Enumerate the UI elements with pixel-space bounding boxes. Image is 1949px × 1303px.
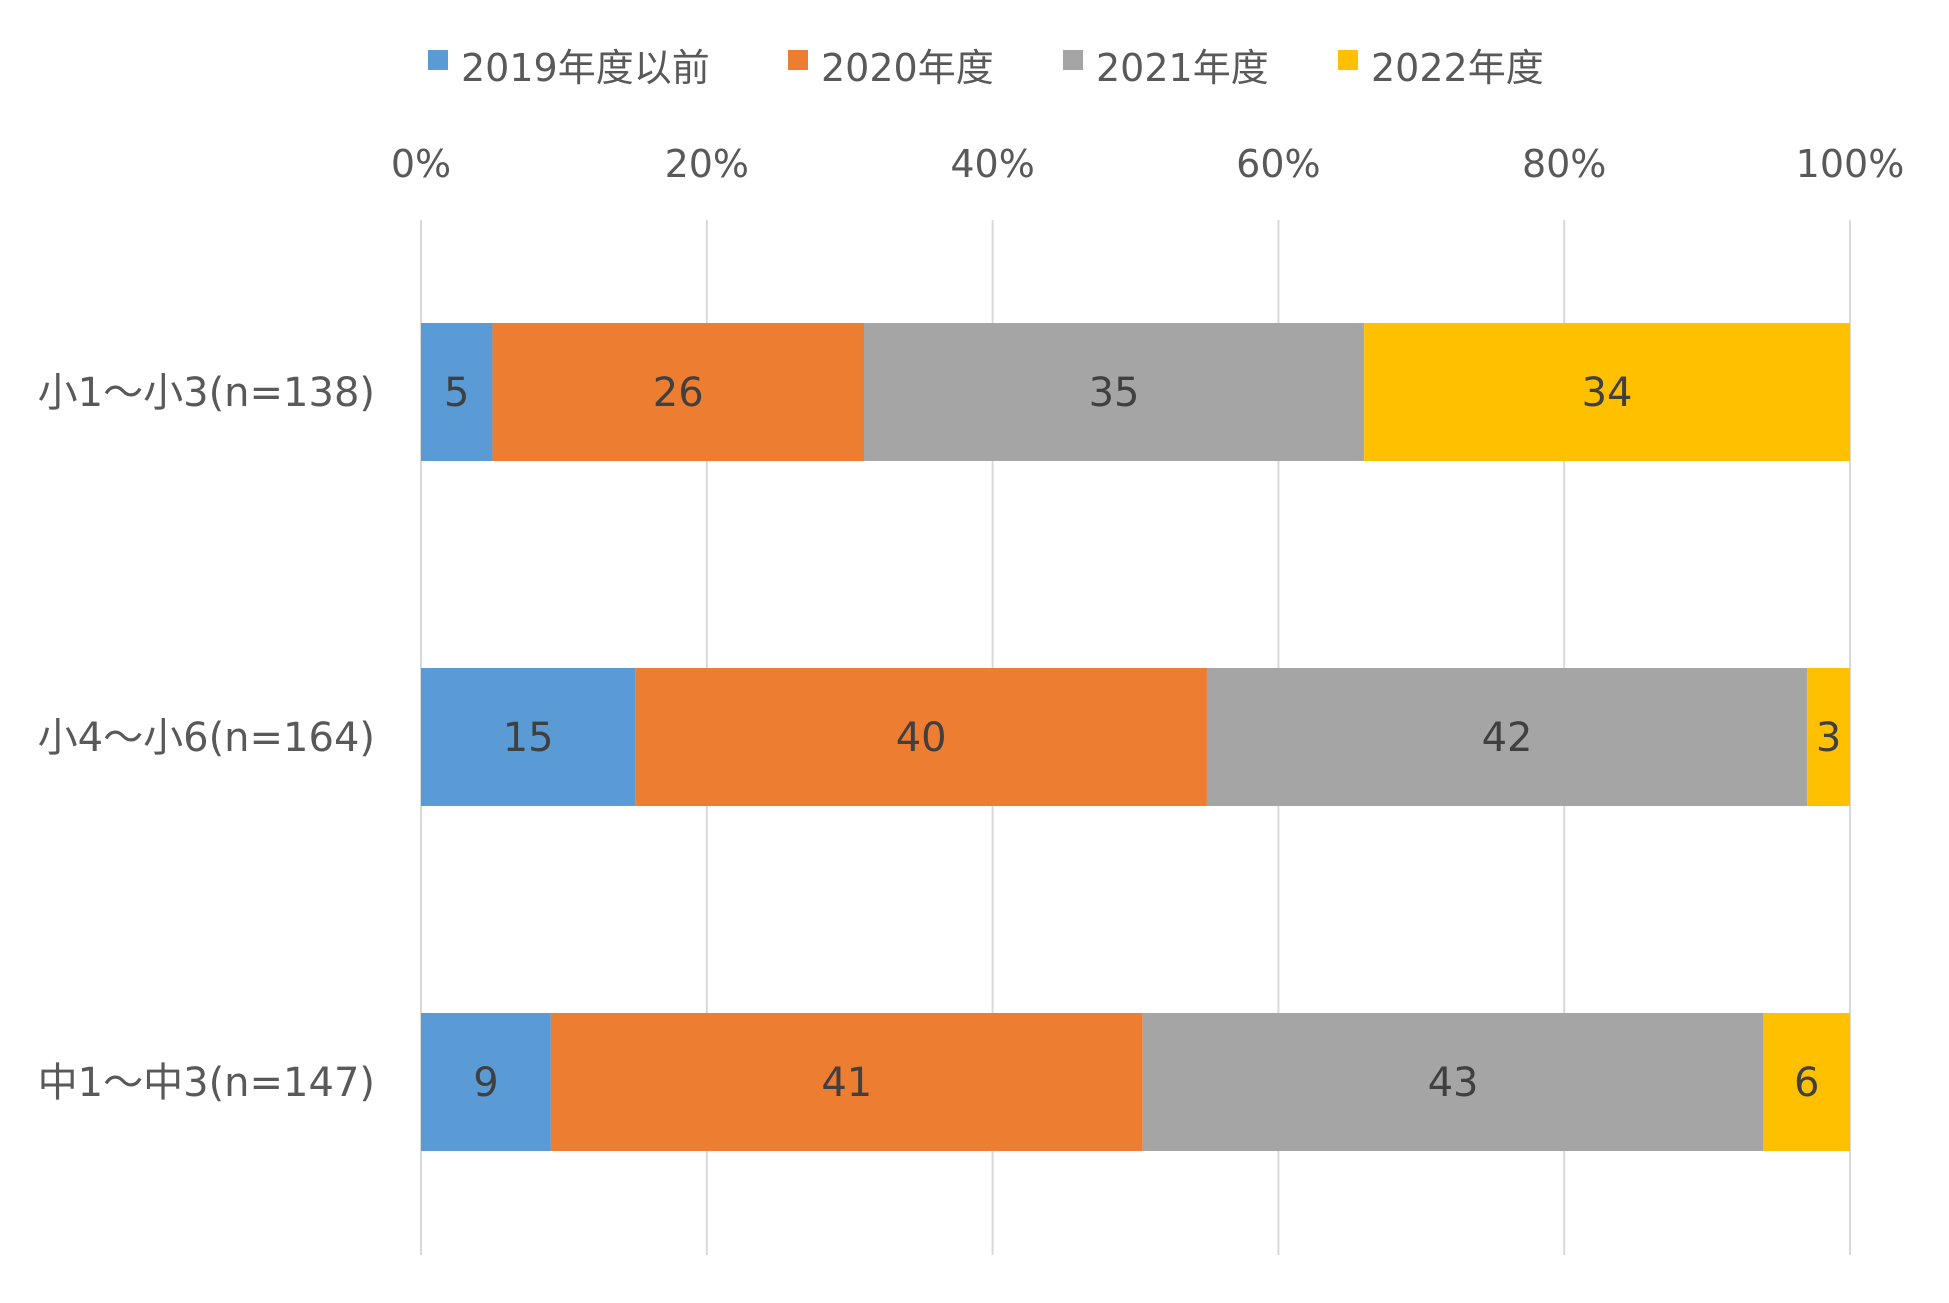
legend-label: 2020年度 xyxy=(821,46,994,90)
bar-segment xyxy=(1364,323,1850,461)
category-label: 小1～小3(n=138) xyxy=(38,370,375,416)
bar-row: 15 40 42 3 xyxy=(421,668,1850,806)
x-tick-label: 80% xyxy=(1522,142,1606,186)
category-label: 小4～小6(n=164) xyxy=(38,715,375,761)
bar-segment xyxy=(1142,1013,1764,1151)
bar-segment xyxy=(550,1013,1143,1151)
data-label: 5 xyxy=(444,370,469,416)
x-tick-label: 20% xyxy=(665,142,749,186)
x-axis-ticks: 0% 20% 40% 60% 80% 100% xyxy=(391,142,1904,186)
data-label: 3 xyxy=(1816,715,1841,761)
legend-item: 2022年度 xyxy=(1338,46,1544,90)
legend-swatch xyxy=(1063,50,1083,70)
bar-segment xyxy=(421,323,493,461)
bar-segment xyxy=(1763,1013,1850,1151)
bar-segment xyxy=(1206,668,1808,806)
bar-segment xyxy=(635,668,1207,806)
data-label: 40 xyxy=(896,715,947,761)
data-label: 15 xyxy=(503,715,554,761)
bar-segment xyxy=(421,668,636,806)
data-label: 43 xyxy=(1428,1060,1479,1106)
data-label: 26 xyxy=(653,370,704,416)
legend-item: 2020年度 xyxy=(788,46,994,90)
x-tick-label: 40% xyxy=(950,142,1034,186)
legend-swatch xyxy=(428,50,448,70)
category-labels: 小1～小3(n=138) 小4～小6(n=164) 中1～中3(n=147) xyxy=(38,370,375,1106)
legend-swatch xyxy=(788,50,808,70)
bar-segment xyxy=(421,1013,551,1151)
x-tick-label: 60% xyxy=(1236,142,1320,186)
x-tick-label: 100% xyxy=(1796,142,1905,186)
bar-row: 9 41 43 6 xyxy=(421,1013,1850,1151)
category-label: 中1～中3(n=147) xyxy=(38,1060,375,1106)
legend-item: 2019年度以前 xyxy=(428,46,710,90)
bar-segment xyxy=(863,323,1365,461)
legend-item: 2021年度 xyxy=(1063,46,1269,90)
bar-segment xyxy=(1807,668,1850,806)
legend-label: 2019年度以前 xyxy=(461,46,710,90)
legend: 2019年度以前 2020年度 2021年度 2022年度 xyxy=(428,46,1544,90)
legend-swatch xyxy=(1338,50,1358,70)
x-tick-label: 0% xyxy=(391,142,451,186)
data-label: 35 xyxy=(1089,370,1140,416)
bar-row: 5 26 35 34 xyxy=(421,323,1850,461)
bar-segment xyxy=(492,323,864,461)
legend-label: 2022年度 xyxy=(1371,46,1544,90)
data-label: 42 xyxy=(1482,715,1533,761)
data-label: 6 xyxy=(1794,1060,1819,1106)
data-label: 34 xyxy=(1582,370,1633,416)
data-label: 41 xyxy=(821,1060,872,1106)
data-label: 9 xyxy=(473,1060,498,1106)
legend-label: 2021年度 xyxy=(1096,46,1269,90)
